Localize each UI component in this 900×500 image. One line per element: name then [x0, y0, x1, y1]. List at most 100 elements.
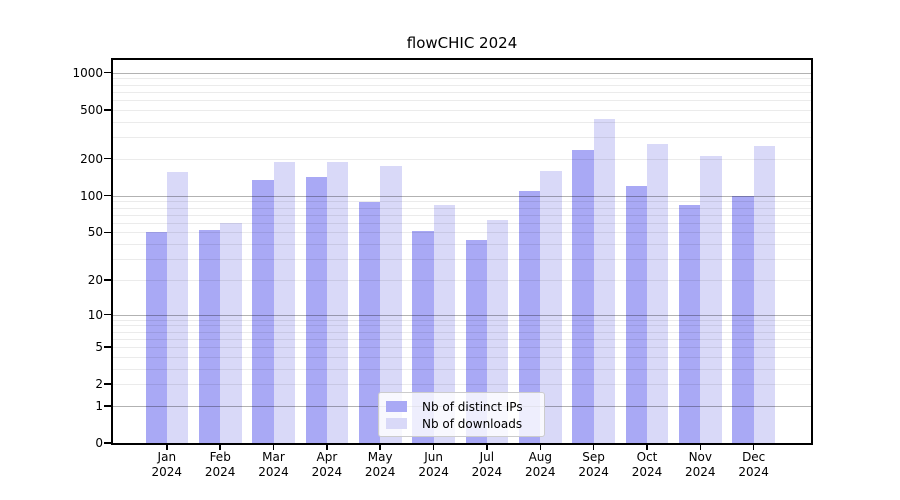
x-tick-mark [432, 444, 435, 450]
x-tick-label: Apr 2024 [311, 450, 343, 479]
x-tick-label: Aug 2024 [525, 450, 556, 479]
y-tick-label: 10 [87, 307, 103, 322]
minor-gridline [113, 244, 811, 245]
bar-downloads-sep [593, 119, 615, 443]
bar-ips-mar [252, 179, 274, 443]
bar-downloads-jul [486, 220, 509, 443]
y-tick-mark [104, 194, 112, 197]
x-tick-label: Sep 2024 [578, 450, 609, 479]
x-tick-label: Nov 2024 [685, 450, 716, 479]
y-tick-label: 100 [80, 188, 103, 203]
y-tick-mark [104, 346, 112, 348]
y-tick-mark [104, 279, 112, 281]
major-gridline [113, 195, 811, 197]
legend-item-distinct-ips: Nb of distinct IPs [386, 398, 538, 415]
x-tick-mark [486, 444, 488, 450]
bar-downloads-mar [273, 162, 295, 443]
y-tick-mark [104, 71, 112, 74]
minor-gridline [113, 201, 811, 203]
minor-gridline [113, 214, 811, 216]
top-spine [111, 58, 813, 60]
x-tick-mark [699, 444, 702, 450]
bar-downloads-feb [220, 222, 242, 443]
y-tick-mark [104, 405, 112, 407]
minor-gridline [113, 100, 811, 101]
y-tick-label: 500 [80, 102, 103, 117]
minor-gridline [113, 279, 811, 281]
y-tick-label: 200 [80, 151, 103, 166]
x-tick-mark [646, 444, 648, 450]
chart-title: flowCHIC 2024 [406, 34, 518, 52]
x-tick-mark [166, 444, 168, 450]
bar-ips-oct [625, 185, 647, 443]
bar-ips-feb [198, 230, 221, 443]
minor-gridline [113, 158, 811, 160]
y-tick-label: 5 [95, 340, 103, 354]
bar-ips-sep [572, 150, 594, 443]
minor-gridline [113, 91, 811, 93]
bar-ips-jun [412, 231, 434, 443]
legend-item-downloads: Nb of downloads [386, 415, 538, 432]
x-tick-mark [219, 444, 221, 450]
minor-gridline [113, 368, 811, 370]
x-tick-label: Feb 2024 [204, 450, 236, 479]
minor-gridline [113, 319, 811, 321]
x-tick-label: Jan 2024 [151, 450, 183, 479]
x-tick-mark [326, 444, 328, 450]
bar-downloads-oct [647, 144, 669, 443]
minor-gridline [113, 84, 811, 86]
y-tick-label: 2 [95, 377, 103, 392]
minor-gridline [113, 384, 811, 386]
minor-gridline [113, 222, 811, 224]
minor-gridline [113, 232, 811, 234]
x-tick-label: Mar 2024 [258, 450, 289, 479]
minor-gridline [113, 258, 811, 260]
y-tick-label: 1000 [72, 65, 103, 80]
y-tick-mark [104, 231, 112, 234]
y-tick-label: 20 [87, 272, 103, 287]
bar-downloads-dec [753, 146, 776, 443]
legend-label-distinct-ips: Nb of distinct IPs [422, 399, 523, 414]
y-tick-mark [104, 109, 112, 111]
minor-gridline [113, 78, 811, 80]
bar-downloads-jan [166, 171, 189, 443]
x-tick-label: Dec 2024 [738, 450, 769, 479]
bar-ips-apr [305, 177, 327, 443]
y-tick-mark [104, 383, 112, 385]
y-tick-mark [104, 157, 112, 160]
y-tick-mark [104, 442, 112, 444]
right-spine [811, 58, 813, 445]
x-tick-mark [752, 444, 755, 450]
minor-gridline [113, 347, 811, 348]
minor-gridline [113, 331, 811, 333]
bar-ips-dec [732, 195, 754, 443]
x-tick-label: Jul 2024 [471, 450, 503, 479]
x-tick-label: Oct 2024 [631, 450, 663, 479]
x-tick-label: May 2024 [364, 450, 396, 479]
minor-gridline [113, 338, 811, 340]
bar-downloads-nov [700, 156, 722, 443]
minor-gridline [113, 121, 811, 123]
bar-downloads-apr [326, 161, 349, 443]
bottom-spine [111, 443, 813, 445]
legend: Nb of distinct IPs Nb of downloads [378, 392, 545, 437]
minor-gridline [113, 325, 811, 327]
legend-label-downloads: Nb of downloads [422, 416, 523, 431]
y-tick-label: 1 [95, 398, 103, 413]
bar-downloads-may [380, 165, 402, 443]
minor-gridline [113, 137, 811, 139]
legend-swatch-downloads-icon [386, 418, 407, 429]
major-gridline [113, 72, 811, 74]
major-gridline [113, 314, 811, 316]
x-tick-mark [379, 444, 381, 450]
x-tick-label: Jun 2024 [418, 450, 449, 479]
bar-ips-jan [145, 232, 167, 443]
bar-ips-aug [518, 190, 541, 443]
y-tick-mark [104, 313, 112, 316]
minor-gridline [113, 356, 811, 358]
bar-downloads-aug [540, 171, 562, 443]
bar-ips-nov [679, 204, 701, 443]
minor-gridline [113, 109, 811, 111]
bar-ips-may [358, 202, 381, 443]
